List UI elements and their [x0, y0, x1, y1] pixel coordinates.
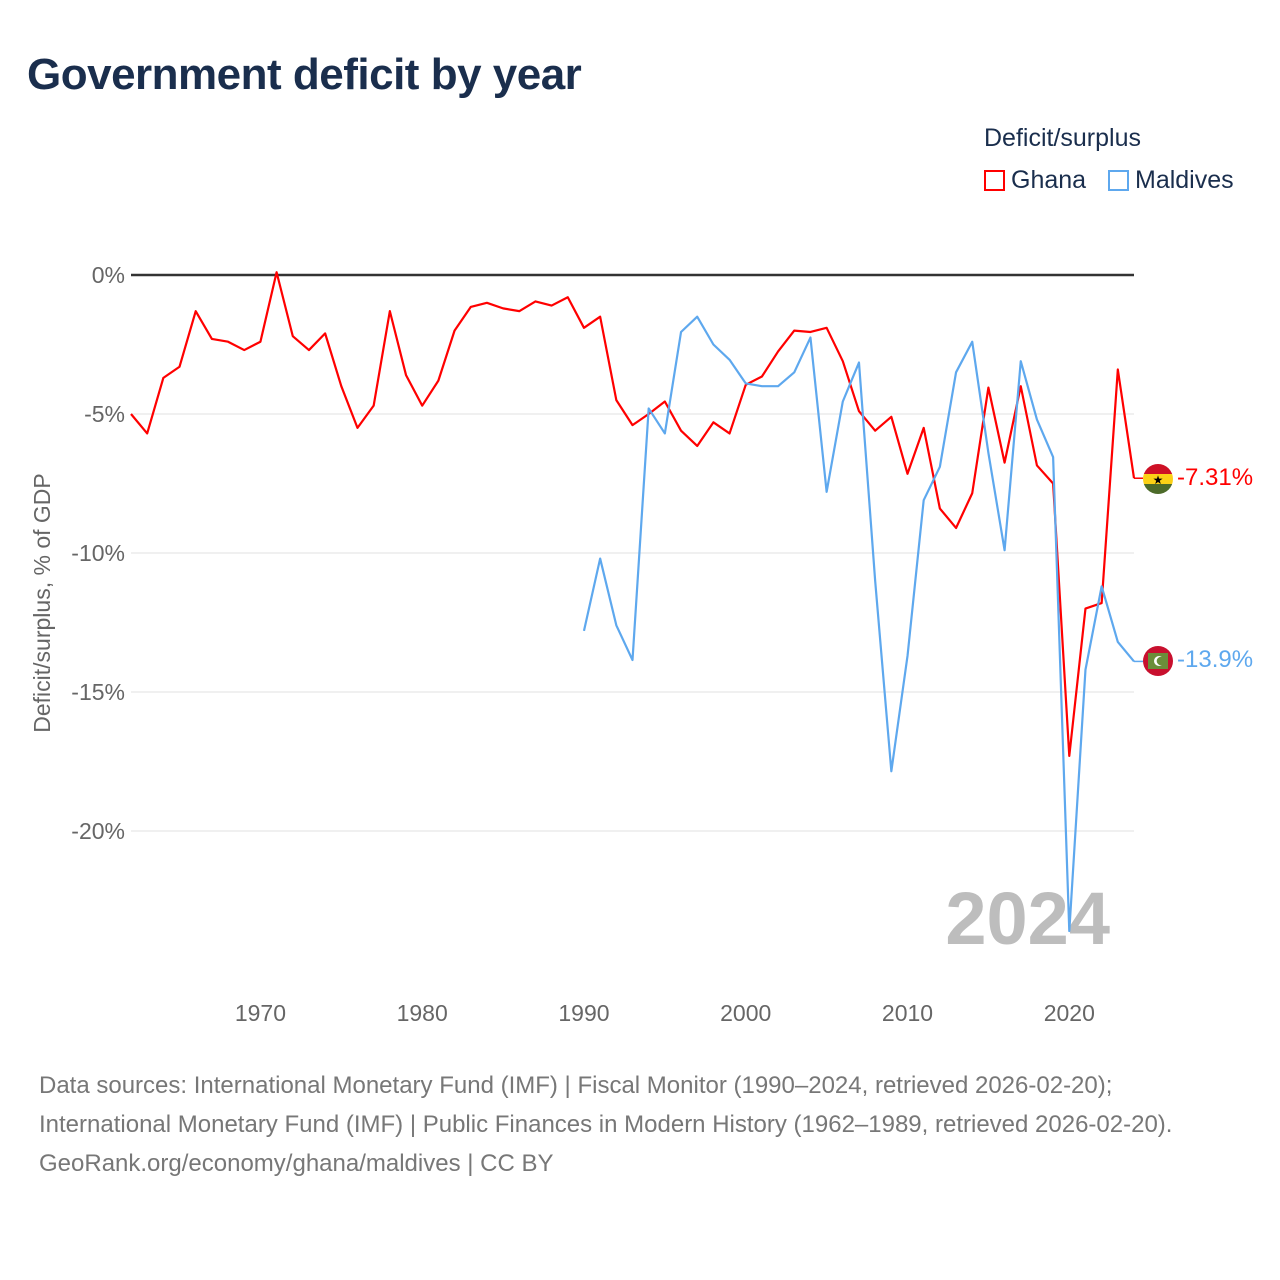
y-tick-label: -10%	[71, 540, 125, 566]
x-tick-label: 1990	[558, 1000, 609, 1026]
series-line-maldives	[582, 315, 1135, 933]
credit-link[interactable]: GeoRank.org/economy/ghana/maldives | CC …	[39, 1150, 554, 1177]
series-line-ghana	[130, 271, 1136, 758]
legend-label-ghana: Ghana	[1011, 166, 1087, 194]
ghana-end-label: -7.31%	[1177, 464, 1253, 491]
x-tick-label: 1980	[397, 1000, 448, 1026]
line-chart: 0% -5% -10% -15% -20% 1970 1980 1990 2000 2010 202…	[29, 262, 1253, 1026]
legend-item-ghana[interactable]: Ghana	[984, 166, 1086, 195]
legend-swatch-maldives	[1108, 170, 1129, 191]
maldives-end-label: -13.9%	[1177, 646, 1253, 673]
y-tick-label: 0%	[92, 262, 125, 288]
year-watermark: 2024	[945, 877, 1110, 960]
legend-swatch-ghana	[984, 170, 1005, 191]
y-tick-label: -15%	[71, 679, 125, 705]
legend-label-maldives: Maldives	[1135, 166, 1234, 194]
svg-text:★: ★	[1153, 473, 1164, 487]
footer: Data sources: International Monetary Fun…	[39, 1066, 1239, 1183]
ghana-flag-icon: ★	[1143, 464, 1173, 494]
x-tick-label: 2000	[720, 1000, 771, 1026]
x-tick-label: 2020	[1044, 1000, 1095, 1026]
y-tick-label: -5%	[84, 401, 125, 427]
legend-item-maldives[interactable]: Maldives	[1108, 166, 1234, 195]
chart-title: Government deficit by year	[27, 50, 582, 99]
maldives-flag-icon	[1143, 646, 1173, 676]
y-tick-label: -20%	[71, 818, 125, 844]
y-axis-label: Deficit/surplus, % of GDP	[29, 473, 55, 732]
x-tick-label: 2010	[882, 1000, 933, 1026]
x-tick-label: 1970	[235, 1000, 286, 1026]
legend-title: Deficit/surplus	[984, 124, 1141, 152]
data-sources: Data sources: International Monetary Fun…	[39, 1072, 1173, 1138]
